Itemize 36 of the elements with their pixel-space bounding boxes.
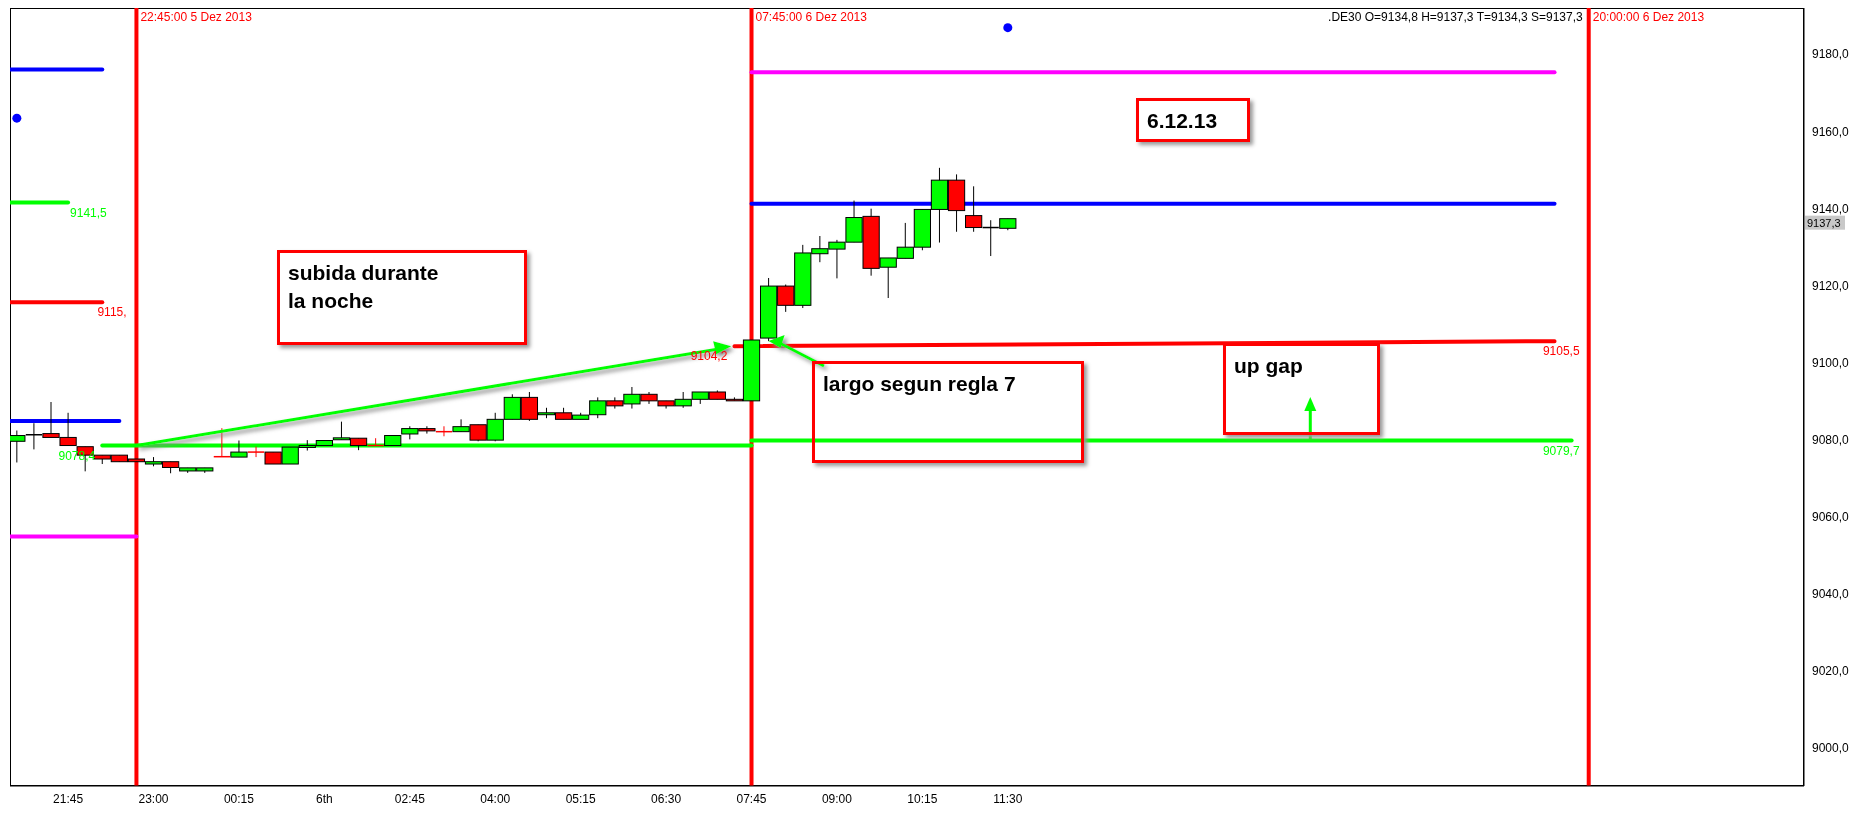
y-tick-label: 9000,0 — [1812, 740, 1850, 755]
ref-line-label: 20:00:00 6 Dez 2013 — [1592, 9, 1705, 24]
x-tick-label: 05:15 — [565, 791, 596, 806]
annotation: 9079,7 — [1542, 443, 1580, 458]
annotation: 9141,5 — [70, 205, 108, 220]
x-tick-label: 6th — [316, 791, 333, 806]
text: 9137,3 — [1807, 216, 1841, 229]
y-tick-label: 9180,0 — [1812, 47, 1850, 62]
y-tick-label: 9020,0 — [1812, 663, 1850, 678]
x-tick-label: 06:30 — [651, 791, 682, 806]
annotation: 6.12.13 — [1136, 98, 1250, 142]
annotation: .DE30 O=9134,8 H=9137,3 T=9134,3 S=9137,3 — [1328, 10, 1583, 24]
x-tick-label: 23:00 — [138, 791, 169, 806]
x-tick-label: 00:15 — [223, 791, 255, 806]
x-tick-label: 21:45 — [53, 791, 84, 806]
x-tick-label: 02:45 — [394, 791, 426, 806]
y-tick-label: 9120,0 — [1812, 278, 1850, 293]
annotation: largo segun regla 7 — [812, 361, 1084, 463]
annotation: 9104,2 — [690, 349, 728, 364]
annotation: 9105,5 — [1542, 344, 1580, 359]
y-tick-label: 9040,0 — [1812, 586, 1850, 601]
x-tick-label: 07:45 — [736, 791, 767, 806]
y-tick-label: 9160,0 — [1812, 124, 1850, 139]
x-tick-label: 04:00 — [480, 791, 511, 806]
annotation: subida durante la noche — [277, 250, 527, 345]
y-tick-label: 9100,0 — [1812, 355, 1850, 370]
annotation: 9115, — [97, 305, 127, 320]
ref-line-label: 07:45:00 6 Dez 2013 — [755, 9, 868, 24]
ref-line-label: 22:45:00 5 Dez 2013 — [140, 9, 253, 24]
x-tick-label: 10:15 — [907, 791, 938, 806]
x-tick-label: 11:30 — [993, 791, 1023, 806]
y-tick-label: 9140,0 — [1812, 201, 1850, 216]
annotation: up gap — [1223, 343, 1380, 435]
y-tick-label: 9060,0 — [1812, 509, 1850, 524]
x-tick-label: 09:00 — [821, 791, 853, 806]
y-tick-label: 9080,0 — [1812, 432, 1850, 447]
